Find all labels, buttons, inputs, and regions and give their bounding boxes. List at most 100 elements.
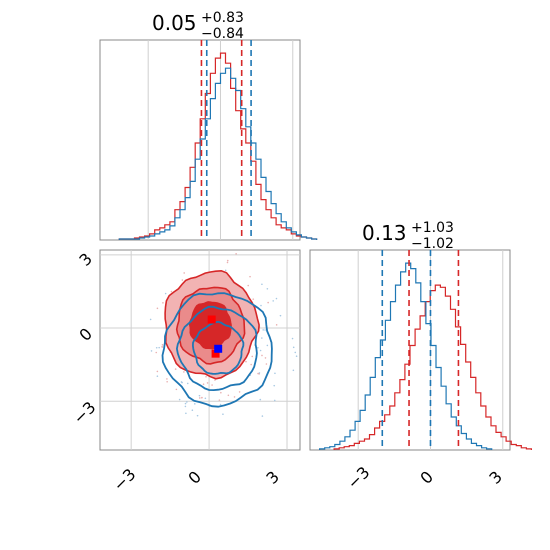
- x-tick-label: 0: [184, 467, 205, 488]
- mode-marker-red: [211, 349, 220, 358]
- scatter-point: [247, 284, 249, 287]
- scatter-point: [279, 314, 282, 317]
- scatter-point: [261, 283, 263, 286]
- scatter-point: [198, 394, 201, 397]
- panel-title-plus: +0.83: [201, 10, 244, 26]
- scatter-point: [226, 259, 229, 262]
- scatter-point: [265, 363, 268, 365]
- blue-contour-1: [161, 292, 273, 408]
- scatter-point: [259, 349, 262, 352]
- mode-marker-red: [207, 315, 216, 324]
- histogram-panel-1: 0.05 +0.83 −0.84: [99, 10, 318, 241]
- scatter-point: [261, 354, 263, 357]
- x-tick-labels: −3 0 3: [343, 463, 506, 493]
- quantile-lines: [200, 40, 252, 240]
- histogram-steps: [319, 262, 532, 450]
- scatter-point: [233, 396, 236, 398]
- scatter-point: [249, 275, 251, 278]
- mode-markers: [207, 315, 223, 358]
- scatter-point: [170, 290, 173, 293]
- scatter-point: [220, 391, 222, 394]
- blue-contour-2: [175, 305, 258, 392]
- scatter-point: [292, 369, 295, 372]
- scatter-point: [267, 301, 269, 304]
- scatter-point: [150, 350, 153, 352]
- scatter-point: [156, 375, 159, 378]
- scatter-point: [149, 318, 152, 321]
- x-tick-label: −3: [109, 465, 139, 495]
- scatter-point: [181, 381, 183, 384]
- scatter-point: [206, 382, 209, 384]
- scatter-point: [175, 388, 178, 391]
- scatter-point: [164, 292, 167, 295]
- scatter-point: [205, 375, 207, 378]
- blue-contour-3: [191, 320, 245, 375]
- scatter-point: [227, 394, 230, 397]
- y-tick-label: −3: [69, 398, 99, 428]
- scatter-point: [181, 279, 184, 281]
- histogram-step-red: [333, 284, 532, 450]
- scatter-point: [257, 372, 259, 375]
- scatter-point: [196, 414, 199, 417]
- scatter-point: [198, 397, 201, 399]
- scatter-point: [295, 355, 298, 358]
- x-tick-label: −3: [343, 463, 373, 493]
- scatter-point: [238, 391, 241, 393]
- scatter-point: [166, 380, 168, 383]
- contour-panel: −3 0 3 3 0 −3: [69, 249, 301, 495]
- scatter-point: [166, 378, 168, 380]
- scatter-point: [264, 357, 267, 359]
- scatter-point: [155, 346, 158, 349]
- scatter-point: [161, 344, 164, 346]
- panel-title-minus: −0.84: [201, 26, 244, 42]
- scatter-point: [261, 337, 263, 339]
- scatter-point: [194, 403, 196, 405]
- scatter-point: [261, 415, 264, 417]
- y-tick-label: 0: [75, 324, 96, 345]
- scatter-point: [275, 297, 278, 300]
- x-tick-labels: −3 0 3: [109, 465, 283, 495]
- panel-title-minus: −1.02: [411, 236, 454, 252]
- scatter-point: [184, 402, 187, 405]
- x-tick-label: 0: [416, 467, 437, 488]
- scatter-point: [183, 371, 185, 373]
- scatter-point: [266, 288, 269, 290]
- scatter-point: [258, 372, 261, 374]
- panel-title-value: 0.05: [152, 11, 197, 35]
- scatter-point: [264, 329, 266, 331]
- scatter-point: [252, 298, 255, 300]
- x-tick-label: 3: [485, 467, 506, 488]
- scatter-point: [201, 396, 203, 399]
- scatter-point: [211, 384, 213, 386]
- scatter-point: [250, 363, 252, 366]
- scatter-point: [292, 346, 295, 349]
- scatter-point: [184, 405, 187, 408]
- scatter-point: [294, 351, 297, 354]
- scatter-point: [224, 269, 227, 272]
- scatter-point: [158, 346, 160, 349]
- blue-contours: [161, 292, 273, 408]
- scatter-point: [235, 252, 237, 255]
- scatter-point: [162, 302, 164, 304]
- scatter-point: [186, 382, 189, 385]
- scatter-point: [156, 370, 159, 373]
- scatter-point: [183, 272, 185, 274]
- scatter-point: [174, 368, 177, 370]
- scatter-point: [275, 324, 278, 326]
- scatter-point: [257, 346, 259, 349]
- y-tick-labels: 3 0 −3: [69, 249, 99, 428]
- scatter-point: [222, 413, 224, 415]
- scatter-point: [202, 383, 205, 385]
- mode-marker-blue: [214, 344, 223, 353]
- panel-title-value: 0.13: [362, 221, 407, 245]
- scatter-point: [262, 329, 265, 331]
- scatter-point: [186, 401, 188, 403]
- scatter-point: [219, 403, 222, 406]
- scatter-point: [218, 399, 221, 401]
- scatter-point: [259, 398, 262, 401]
- histogram-panel-2: 0.13 +1.03 −1.02 −3 0 3: [309, 220, 532, 493]
- scatter-point: [272, 300, 275, 302]
- scatter-point: [185, 412, 187, 415]
- scatter-point: [273, 399, 276, 402]
